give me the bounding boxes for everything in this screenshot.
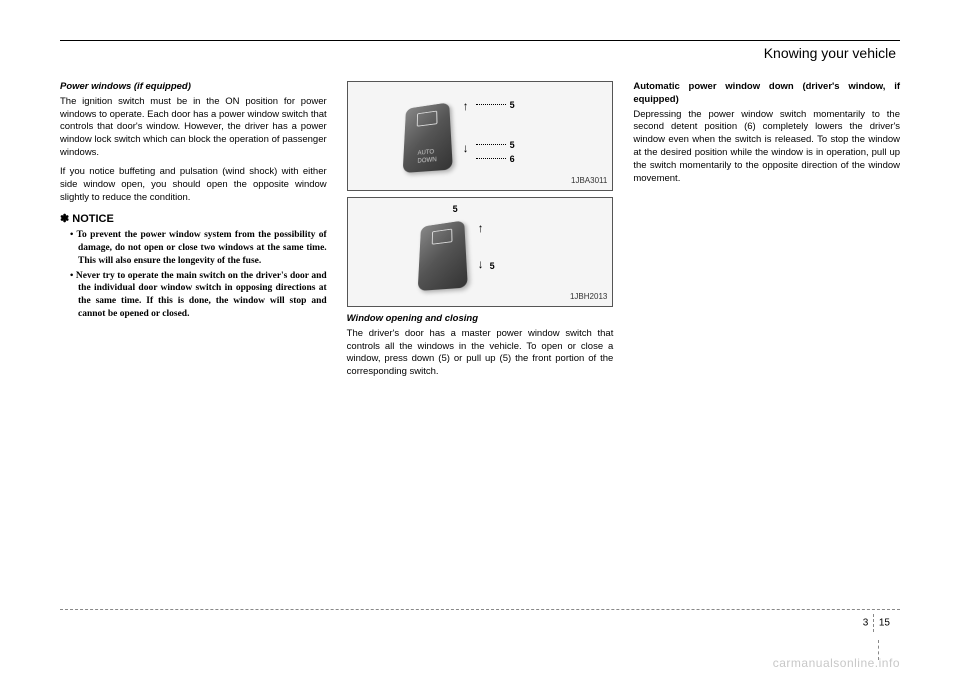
window-icon xyxy=(431,229,452,245)
col3-para1: Depressing the power window switch momen… xyxy=(633,109,900,186)
callout-5a: 5 xyxy=(453,203,458,215)
notice-body: To prevent the power window system from … xyxy=(60,229,327,321)
column-2: AUTODOWN ↑ 5 ↓ 5 6 1JBA3011 5 ↑ ↓ 5 xyxy=(347,81,614,385)
chapter-number: 3 xyxy=(863,618,869,629)
down-arrow-icon: ↓ xyxy=(478,256,484,272)
section-title: Knowing your vehicle xyxy=(60,45,900,61)
callout-6: 6 xyxy=(510,153,515,165)
callout-line xyxy=(476,158,506,160)
notice-item: To prevent the power window system from … xyxy=(78,229,327,267)
col1-para2: If you notice buffeting and pulsation (w… xyxy=(60,166,327,204)
callout-line xyxy=(476,144,506,146)
col2-heading: Window opening and closing xyxy=(347,313,614,326)
col3-heading: Automatic power window down (driver's wi… xyxy=(633,81,900,107)
page-footer: 3 15 xyxy=(60,609,900,640)
up-arrow-icon: ↑ xyxy=(478,220,484,236)
page-divider xyxy=(873,614,874,632)
figure-1-label: 1JBA3011 xyxy=(571,176,607,187)
down-arrow-icon: ↓ xyxy=(463,140,469,156)
callout-5b: 5 xyxy=(490,260,495,272)
figure-2: 5 ↑ ↓ 5 1JBH2013 xyxy=(347,197,614,307)
notice-title: ✽ NOTICE xyxy=(60,212,327,227)
header-rule xyxy=(60,40,900,41)
page-number-value: 15 xyxy=(879,618,890,629)
col2-para1: The driver's door has a master power win… xyxy=(347,328,614,379)
callout-5b: 5 xyxy=(510,139,515,151)
col1-heading: Power windows (if equipped) xyxy=(60,81,327,94)
switch-illustration xyxy=(417,220,467,291)
figure-1: AUTODOWN ↑ 5 ↓ 5 6 1JBA3011 xyxy=(347,81,614,191)
notice-item: Never try to operate the main switch on … xyxy=(78,270,327,321)
column-1: Power windows (if equipped) The ignition… xyxy=(60,81,327,385)
watermark: carmanualsonline.info xyxy=(773,656,900,670)
callout-line xyxy=(476,104,506,106)
up-arrow-icon: ↑ xyxy=(463,98,469,114)
switch-illustration: AUTODOWN xyxy=(402,102,452,173)
window-icon xyxy=(416,111,437,127)
figure-2-label: 1JBH2013 xyxy=(570,292,607,303)
content-columns: Power windows (if equipped) The ignition… xyxy=(60,81,900,385)
page-number: 3 15 xyxy=(863,614,890,632)
manual-page: Knowing your vehicle Power windows (if e… xyxy=(0,0,960,678)
col1-para1: The ignition switch must be in the ON po… xyxy=(60,96,327,160)
switch-text: AUTODOWN xyxy=(417,148,437,166)
column-3: Automatic power window down (driver's wi… xyxy=(633,81,900,385)
callout-5a: 5 xyxy=(510,99,515,111)
